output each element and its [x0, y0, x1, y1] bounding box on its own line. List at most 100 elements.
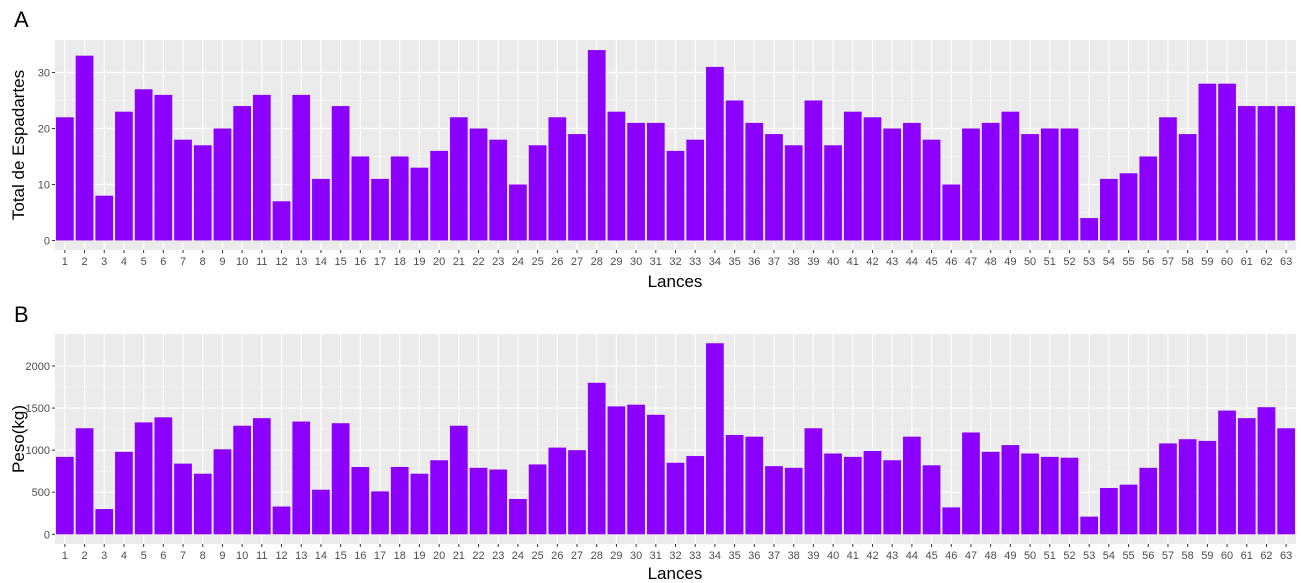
x-tick-label: 24: [512, 550, 524, 562]
x-tick-label: 15: [335, 256, 347, 268]
x-tick-label: 62: [1260, 256, 1272, 268]
bar: [725, 435, 744, 535]
bar: [903, 122, 921, 241]
bar: [1277, 106, 1296, 241]
x-tick-label: 7: [180, 256, 186, 268]
x-tick-label: 58: [1182, 550, 1194, 562]
bar: [1159, 117, 1177, 241]
x-tick-label: 9: [219, 550, 225, 562]
bar: [548, 117, 567, 241]
x-tick-label: 18: [394, 550, 406, 562]
x-tick-label: 34: [709, 256, 721, 268]
x-tick-label: 10: [236, 550, 248, 562]
x-tick-label: 17: [374, 256, 386, 268]
x-tick-label: 38: [788, 256, 800, 268]
x-tick-label: 7: [180, 550, 186, 562]
bar: [371, 178, 389, 241]
x-tick-label: 33: [689, 256, 701, 268]
bar: [1001, 445, 1020, 535]
bar: [331, 423, 350, 535]
x-tick-label: 4: [121, 256, 127, 268]
bar: [587, 382, 606, 535]
bar: [272, 506, 291, 535]
x-tick-label: 26: [551, 256, 563, 268]
bar: [765, 466, 783, 535]
bar: [942, 507, 961, 535]
bar: [528, 145, 547, 241]
bar: [134, 422, 153, 535]
bar: [903, 436, 921, 535]
bar: [1060, 128, 1079, 241]
bar: [252, 418, 271, 535]
bar: [312, 178, 330, 241]
bar: [666, 462, 685, 535]
x-tick-label: 1: [62, 550, 68, 562]
bar: [331, 106, 350, 241]
x-tick-label: 50: [1024, 550, 1036, 562]
x-tick-label: 6: [160, 256, 166, 268]
x-tick-label: 50: [1024, 256, 1036, 268]
bar: [646, 414, 665, 535]
bar: [95, 509, 114, 535]
x-tick-label: 59: [1201, 550, 1213, 562]
bar: [922, 139, 941, 241]
bar: [568, 450, 586, 535]
x-tick-label: 4: [121, 550, 127, 562]
panel-label-b: B: [14, 302, 29, 327]
bar: [390, 466, 409, 535]
x-tick-label: 30: [630, 550, 642, 562]
bar: [55, 117, 74, 241]
bar: [410, 473, 429, 535]
x-tick-label: 3: [101, 256, 107, 268]
bar: [1040, 128, 1059, 241]
bar: [824, 145, 842, 241]
bars-b: [55, 343, 1296, 535]
x-tick-label: 45: [925, 550, 937, 562]
x-tick-label: 21: [453, 256, 465, 268]
bar: [430, 150, 448, 241]
x-tick-label: 42: [866, 256, 878, 268]
bar: [607, 406, 626, 535]
bar: [1119, 173, 1138, 241]
bar: [922, 465, 941, 535]
x-tick-label: 41: [847, 550, 859, 562]
x-tick-label: 53: [1083, 256, 1095, 268]
bar: [489, 469, 508, 535]
x-tick-label: 38: [788, 550, 800, 562]
bar: [292, 421, 311, 535]
x-tick-label: 33: [689, 550, 701, 562]
y-tick-label: 2000: [26, 361, 50, 373]
bar: [449, 425, 468, 535]
y-tick-label: 0: [44, 235, 50, 247]
bar: [627, 122, 645, 241]
y-tick-labels-a: 0 10 20 30: [38, 67, 55, 247]
x-tick-label: 16: [354, 550, 366, 562]
bar: [233, 425, 251, 535]
bar: [883, 128, 902, 241]
x-tick-label: 55: [1122, 550, 1134, 562]
bar: [804, 100, 823, 241]
x-tick-label: 8: [200, 550, 206, 562]
x-axis-title-b: Lances: [648, 564, 703, 583]
bar: [1080, 218, 1099, 241]
x-tick-label: 3: [101, 550, 107, 562]
x-tick-label: 56: [1142, 550, 1154, 562]
x-tick-label: 28: [591, 550, 603, 562]
bar: [1257, 407, 1276, 535]
x-tick-label: 57: [1162, 550, 1174, 562]
bar: [1080, 516, 1099, 535]
x-tick-label: 43: [886, 550, 898, 562]
x-tick-label: 21: [453, 550, 465, 562]
bar: [1100, 178, 1118, 241]
x-tick-label: 2: [81, 256, 87, 268]
x-tick-label: 31: [650, 256, 662, 268]
bar: [1237, 106, 1256, 241]
x-tick-label: 45: [925, 256, 937, 268]
y-axis-title-b: Peso(kg): [9, 405, 28, 473]
bar: [489, 139, 508, 241]
x-tick-labels-b: 1 2 3 4 5 6 7 8 9 10 11 12 13 14 15 16 17 18 19 20 21 22 23 24 2…: [62, 544, 1292, 562]
x-tick-label: 51: [1044, 256, 1056, 268]
x-tick-label: 32: [669, 550, 681, 562]
bar: [75, 55, 94, 241]
